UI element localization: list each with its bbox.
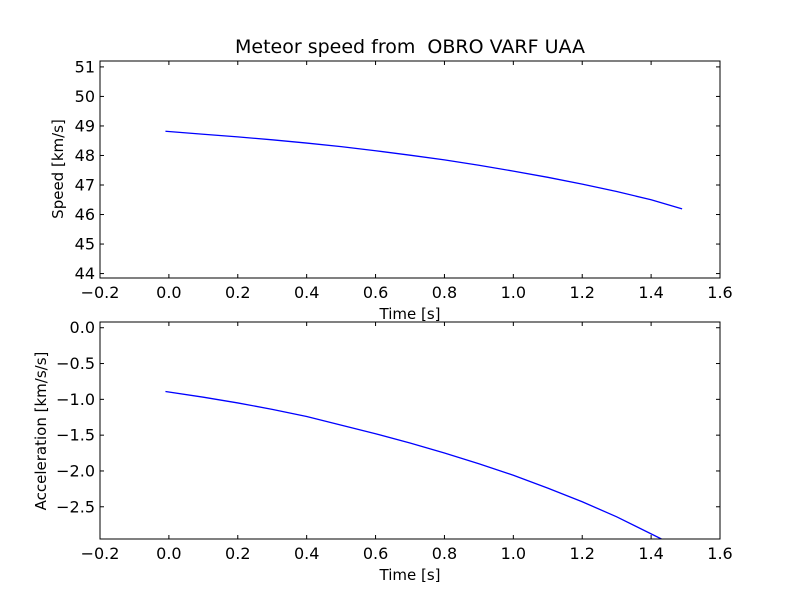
y-axis-label: Acceleration [km/s/s] (32, 352, 50, 511)
chart-title: Meteor speed from OBRO VARF UAA (235, 36, 585, 58)
x-tick-label: 1.6 (707, 283, 732, 302)
x-tick-label: 1.0 (501, 283, 526, 302)
acceleration-panel: Time [s] Acceleration [km/s/s] −0.2 0.0 0.… (32, 318, 733, 584)
y-tick-label: −2.0 (56, 461, 95, 480)
y-tick-label: −1.5 (56, 426, 95, 445)
x-axis-label: Time [s] (379, 566, 441, 584)
x-tick-label: 0.4 (294, 283, 319, 302)
x-tick-label: 0.0 (156, 283, 181, 302)
x-tick-label: −0.2 (81, 283, 120, 302)
x-tick-label: 0.2 (225, 544, 250, 563)
x-tick-label: 0.8 (432, 544, 457, 563)
x-tick-label: 0.8 (432, 283, 457, 302)
x-tick-label: 0.0 (156, 544, 181, 563)
speed-panel: Time [s] Speed [km/s] −0.2 0.0 0.2 0.4 0.6 0.… (49, 57, 733, 323)
plot-frame (99, 321, 721, 540)
series-line-0 (165, 390, 662, 539)
y-tick-label: 49 (75, 116, 95, 135)
x-tick-label: 0.2 (225, 283, 250, 302)
series-line-0 (165, 130, 683, 210)
y-tick-label: −1.0 (56, 390, 95, 409)
x-tick-label: 0.6 (363, 544, 388, 563)
x-axis-label: Time [s] (379, 305, 441, 323)
y-tick-label: 46 (75, 205, 95, 224)
x-tick-label: 0.4 (294, 544, 319, 563)
x-tick-label: 1.4 (638, 544, 663, 563)
x-tick-label: 1.6 (707, 544, 732, 563)
x-tick-label: 1.0 (501, 544, 526, 563)
y-tick-label: 44 (75, 264, 95, 283)
y-axis-label: Speed [km/s] (49, 119, 67, 219)
x-tick-label: 1.2 (569, 544, 594, 563)
y-tick-label: 50 (75, 87, 95, 106)
y-tick-label: −2.5 (56, 497, 95, 516)
plot-frame (99, 60, 721, 279)
x-tick-label: 1.4 (638, 283, 663, 302)
x-tick-label: −0.2 (81, 544, 120, 563)
y-tick-label: 45 (75, 235, 95, 254)
x-tick-label: 0.6 (363, 283, 388, 302)
y-tick-label: −0.5 (56, 354, 95, 373)
y-tick-label: 47 (75, 176, 95, 195)
y-tick-label: 0.0 (70, 318, 95, 337)
y-tick-label: 48 (75, 146, 95, 165)
x-tick-label: 1.2 (569, 283, 594, 302)
y-tick-label: 51 (75, 57, 95, 76)
